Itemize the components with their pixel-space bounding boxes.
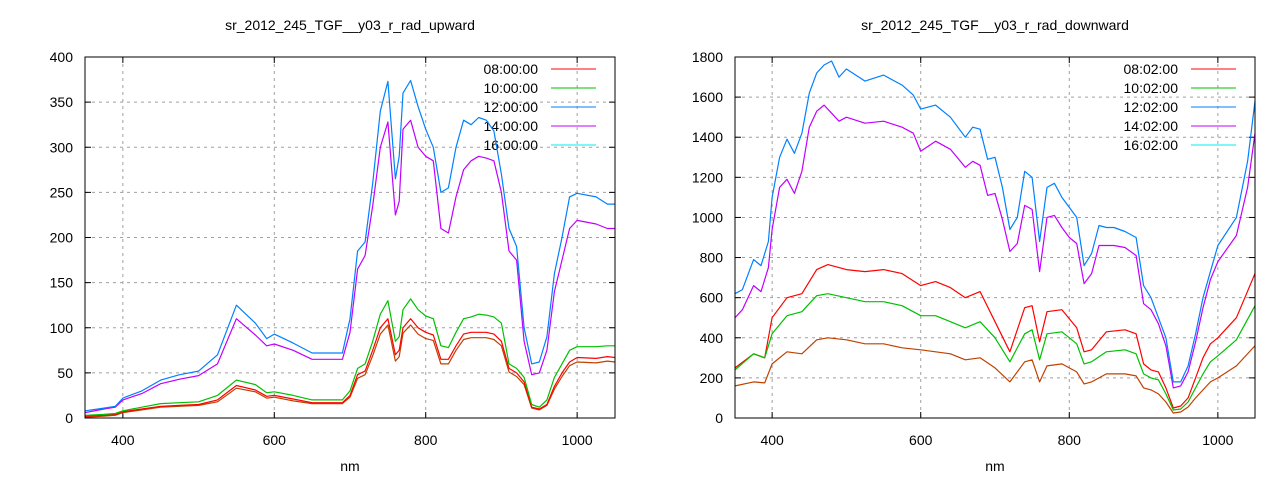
y-tick-label: 1800	[692, 49, 723, 65]
y-tick-label: 200	[50, 230, 74, 246]
legend-label: 14:00:00	[484, 118, 539, 134]
y-tick-label: 250	[50, 184, 74, 200]
x-tick-label: 400	[760, 432, 784, 448]
series-line-08-02-00	[735, 264, 1255, 409]
y-tick-label: 400	[700, 330, 724, 346]
legend-label: 12:02:00	[1124, 99, 1179, 115]
x-tick-label: 1000	[562, 432, 593, 448]
y-tick-label: 1400	[692, 129, 723, 145]
chart-title: sr_2012_245_TGF__y03_r_rad_downward	[861, 17, 1129, 33]
y-tick-label: 600	[700, 290, 724, 306]
legend-label: 16:00:00	[484, 137, 539, 153]
y-tick-label: 50	[57, 365, 73, 381]
y-tick-label: 1200	[692, 169, 723, 185]
x-tick-label: 800	[414, 432, 438, 448]
series-line-08-00-00	[85, 318, 615, 417]
y-tick-label: 300	[50, 139, 74, 155]
legend-label: 10:00:00	[484, 80, 539, 96]
x-tick-label: 600	[263, 432, 287, 448]
legend-label: 08:00:00	[484, 61, 539, 77]
series-line-16-02-00	[735, 337, 1255, 414]
plot-frame	[734, 56, 1256, 419]
x-tick-label: 800	[1058, 432, 1082, 448]
y-tick-label: 0	[65, 410, 73, 426]
plot-frame	[84, 56, 616, 419]
series-line-14-02-00	[735, 104, 1255, 389]
y-tick-label: 0	[715, 410, 723, 426]
x-tick-label: 1000	[1202, 432, 1233, 448]
y-tick-label: 800	[700, 250, 724, 266]
legend-label: 08:02:00	[1124, 61, 1179, 77]
x-axis-label: nm	[985, 458, 1004, 474]
y-tick-label: 350	[50, 94, 74, 110]
y-tick-label: 1600	[692, 89, 723, 105]
legend-label: 12:00:00	[484, 99, 539, 115]
chart-title: sr_2012_245_TGF__y03_r_rad_upward	[225, 17, 475, 33]
series-line-14-00-00	[85, 119, 615, 414]
series-line-10-00-00	[85, 298, 615, 416]
y-tick-label: 1000	[692, 209, 723, 225]
legend-label: 10:02:00	[1124, 80, 1179, 96]
x-tick-label: 400	[111, 432, 135, 448]
x-axis-label: nm	[340, 458, 359, 474]
y-tick-label: 400	[50, 49, 74, 65]
y-tick-label: 150	[50, 275, 74, 291]
x-tick-label: 600	[909, 432, 933, 448]
series-line-10-02-00	[735, 293, 1255, 411]
series-line-12-00-00	[85, 79, 615, 412]
legend-label: 16:02:00	[1124, 137, 1179, 153]
legend-label: 14:02:00	[1124, 118, 1179, 134]
y-tick-label: 200	[700, 370, 724, 386]
series-line-16-00-00	[85, 324, 615, 418]
series-line-12-02-00	[735, 60, 1255, 383]
y-tick-label: 100	[50, 320, 74, 336]
